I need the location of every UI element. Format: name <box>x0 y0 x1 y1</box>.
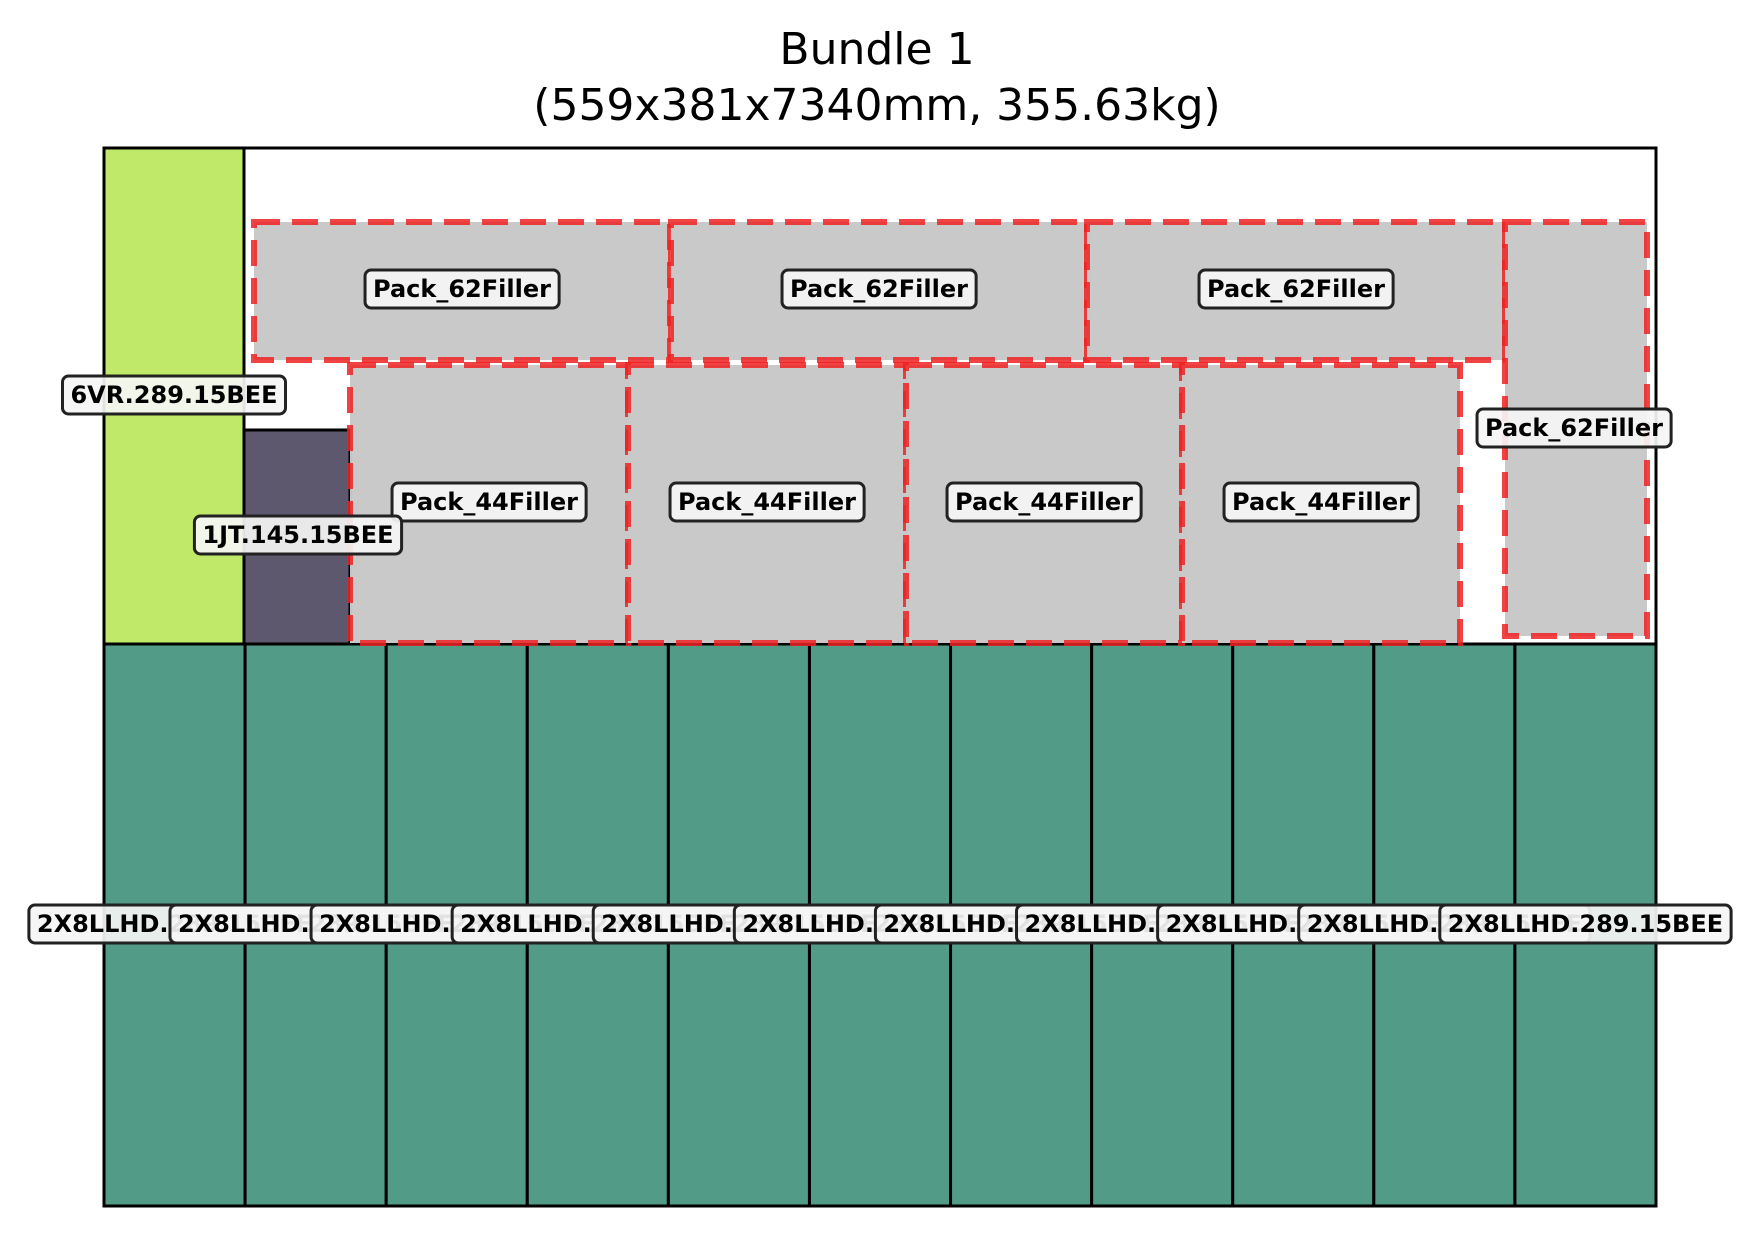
diagram-title: Bundle 1 (559x381x7340mm, 355.63kg) <box>0 22 1754 134</box>
label-pack-44-filler-3: Pack_44Filler <box>945 481 1143 523</box>
label-bottom-item-11: 2X8LLHD.289.15BEE <box>1438 903 1733 945</box>
item-labels: Pack_62Filler Pack_62Filler Pack_62Filler P… <box>27 268 1733 945</box>
label-1jt-145-15bee: 1JT.145.15BEE <box>192 514 404 556</box>
label-6vr-289-15bee-text: 6VR.289.15BEE <box>70 381 277 409</box>
label-pack-62-filler-1-box <box>363 268 561 310</box>
label-pack-62-filler-1-text: Pack_62Filler <box>373 275 551 303</box>
label-bottom-item-11-text: 2X8LLHD.289.15BEE <box>1448 910 1723 938</box>
label-pack-62-filler-2-box <box>780 268 978 310</box>
label-pack-44-filler-4: Pack_44Filler <box>1222 481 1420 523</box>
label-pack-44-filler-1-box <box>390 481 588 523</box>
label-pack-62-filler-3-box <box>1197 268 1395 310</box>
label-pack-44-filler-1: Pack_44Filler <box>390 481 588 523</box>
label-pack-62-filler-4-box <box>1475 407 1673 449</box>
label-pack-44-filler-2-text: Pack_44Filler <box>678 488 856 516</box>
label-pack-62-filler-2-text: Pack_62Filler <box>790 275 968 303</box>
title-line-1: Bundle 1 <box>779 24 975 75</box>
label-pack-44-filler-4-text: Pack_44Filler <box>1232 488 1410 516</box>
label-pack-62-filler-1: Pack_62Filler <box>363 268 561 310</box>
label-pack-44-filler-1-text: Pack_44Filler <box>400 488 578 516</box>
label-pack-44-filler-2: Pack_44Filler <box>668 481 866 523</box>
label-pack-44-filler-4-box <box>1222 481 1420 523</box>
label-pack-44-filler-3-box <box>945 481 1143 523</box>
label-1jt-145-15bee-box <box>192 514 404 556</box>
label-6vr-289-15bee-box <box>60 374 288 416</box>
label-1jt-145-15bee-text: 1JT.145.15BEE <box>202 521 393 549</box>
label-pack-62-filler-3-text: Pack_62Filler <box>1207 275 1385 303</box>
label-pack-62-filler-3: Pack_62Filler <box>1197 268 1395 310</box>
label-6vr-289-15bee: 6VR.289.15BEE <box>60 374 288 416</box>
label-pack-62-filler-4: Pack_62Filler <box>1475 407 1673 449</box>
label-pack-44-filler-3-text: Pack_44Filler <box>955 488 1133 516</box>
label-bottom-item-11-box <box>1438 903 1733 945</box>
label-pack-44-filler-2-box <box>668 481 866 523</box>
title-line-2: (559x381x7340mm, 355.63kg) <box>533 80 1221 131</box>
label-pack-62-filler-4-text: Pack_62Filler <box>1485 414 1663 442</box>
label-pack-62-filler-2: Pack_62Filler <box>780 268 978 310</box>
